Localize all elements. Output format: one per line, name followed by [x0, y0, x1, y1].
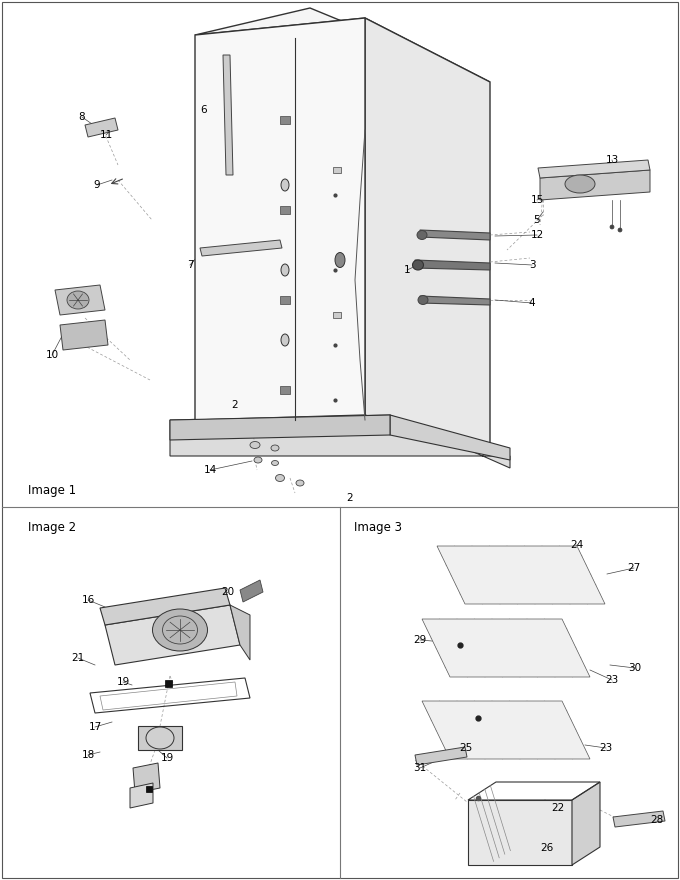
Polygon shape: [133, 763, 160, 793]
Text: 31: 31: [413, 763, 426, 773]
Bar: [280, 206, 290, 214]
Text: 27: 27: [628, 563, 641, 573]
Text: 3: 3: [528, 260, 535, 270]
Ellipse shape: [271, 460, 279, 466]
Polygon shape: [85, 118, 118, 137]
Ellipse shape: [271, 445, 279, 451]
Polygon shape: [572, 782, 600, 865]
Text: 22: 22: [551, 803, 564, 813]
Bar: [165, 680, 172, 687]
Bar: [146, 786, 152, 792]
Text: 30: 30: [628, 663, 641, 673]
Text: 29: 29: [413, 635, 426, 645]
Text: 9: 9: [94, 180, 101, 190]
Text: 1: 1: [404, 265, 410, 275]
Ellipse shape: [618, 228, 622, 232]
Text: 20: 20: [222, 587, 235, 597]
Polygon shape: [540, 170, 650, 200]
Polygon shape: [195, 18, 365, 420]
Text: 12: 12: [530, 230, 543, 240]
Ellipse shape: [296, 480, 304, 486]
Text: 7: 7: [187, 260, 193, 270]
Polygon shape: [230, 605, 250, 660]
Text: 2: 2: [232, 400, 238, 410]
Text: Image 2: Image 2: [28, 521, 76, 534]
Polygon shape: [240, 580, 263, 602]
Polygon shape: [420, 296, 490, 305]
Text: 28: 28: [650, 815, 664, 825]
Polygon shape: [468, 800, 572, 865]
Polygon shape: [538, 160, 650, 178]
Ellipse shape: [413, 260, 424, 270]
Ellipse shape: [281, 179, 289, 191]
Polygon shape: [415, 260, 490, 270]
Text: 17: 17: [88, 722, 101, 732]
Ellipse shape: [417, 231, 427, 239]
Ellipse shape: [281, 334, 289, 346]
Ellipse shape: [418, 296, 428, 304]
Polygon shape: [365, 18, 490, 455]
Ellipse shape: [67, 291, 89, 309]
Ellipse shape: [335, 253, 345, 268]
Ellipse shape: [146, 727, 174, 749]
Polygon shape: [100, 588, 230, 625]
Text: 10: 10: [46, 350, 58, 360]
Text: 26: 26: [541, 843, 554, 853]
Ellipse shape: [152, 609, 207, 651]
Text: 18: 18: [82, 750, 95, 760]
Polygon shape: [223, 55, 233, 175]
Text: 23: 23: [599, 743, 613, 753]
Polygon shape: [130, 783, 153, 808]
Text: 6: 6: [201, 105, 207, 115]
Polygon shape: [138, 726, 182, 750]
Polygon shape: [60, 320, 108, 350]
Text: Image 1: Image 1: [28, 484, 76, 497]
Text: 4: 4: [528, 298, 535, 308]
Text: 16: 16: [82, 595, 95, 605]
Text: 11: 11: [99, 130, 113, 140]
Polygon shape: [170, 415, 390, 440]
Bar: [280, 296, 290, 304]
Bar: [333, 312, 341, 318]
Text: 2: 2: [347, 493, 354, 503]
Text: 19: 19: [160, 753, 173, 763]
Ellipse shape: [250, 442, 260, 449]
Polygon shape: [422, 701, 590, 759]
Text: 24: 24: [571, 540, 583, 550]
Polygon shape: [415, 747, 467, 765]
Text: 19: 19: [116, 677, 130, 687]
Polygon shape: [200, 240, 282, 256]
Ellipse shape: [565, 175, 595, 193]
Polygon shape: [390, 415, 510, 460]
Ellipse shape: [610, 225, 614, 229]
Polygon shape: [420, 230, 490, 240]
Polygon shape: [437, 546, 605, 604]
Text: 25: 25: [460, 743, 473, 753]
Bar: [333, 167, 341, 173]
Ellipse shape: [275, 474, 284, 481]
Text: 23: 23: [605, 675, 619, 685]
Text: 8: 8: [79, 112, 85, 122]
Polygon shape: [170, 415, 510, 468]
Text: 5: 5: [534, 215, 541, 225]
Text: 21: 21: [71, 653, 84, 663]
Ellipse shape: [281, 264, 289, 276]
Bar: [280, 386, 290, 394]
Text: 14: 14: [203, 465, 217, 475]
Polygon shape: [422, 619, 590, 677]
Polygon shape: [55, 285, 105, 315]
Text: Image 3: Image 3: [354, 521, 402, 534]
Polygon shape: [613, 811, 665, 827]
Polygon shape: [195, 8, 490, 82]
Polygon shape: [105, 605, 240, 665]
Ellipse shape: [254, 457, 262, 463]
Bar: [280, 116, 290, 124]
Text: 13: 13: [605, 155, 619, 165]
Text: 15: 15: [530, 195, 543, 205]
